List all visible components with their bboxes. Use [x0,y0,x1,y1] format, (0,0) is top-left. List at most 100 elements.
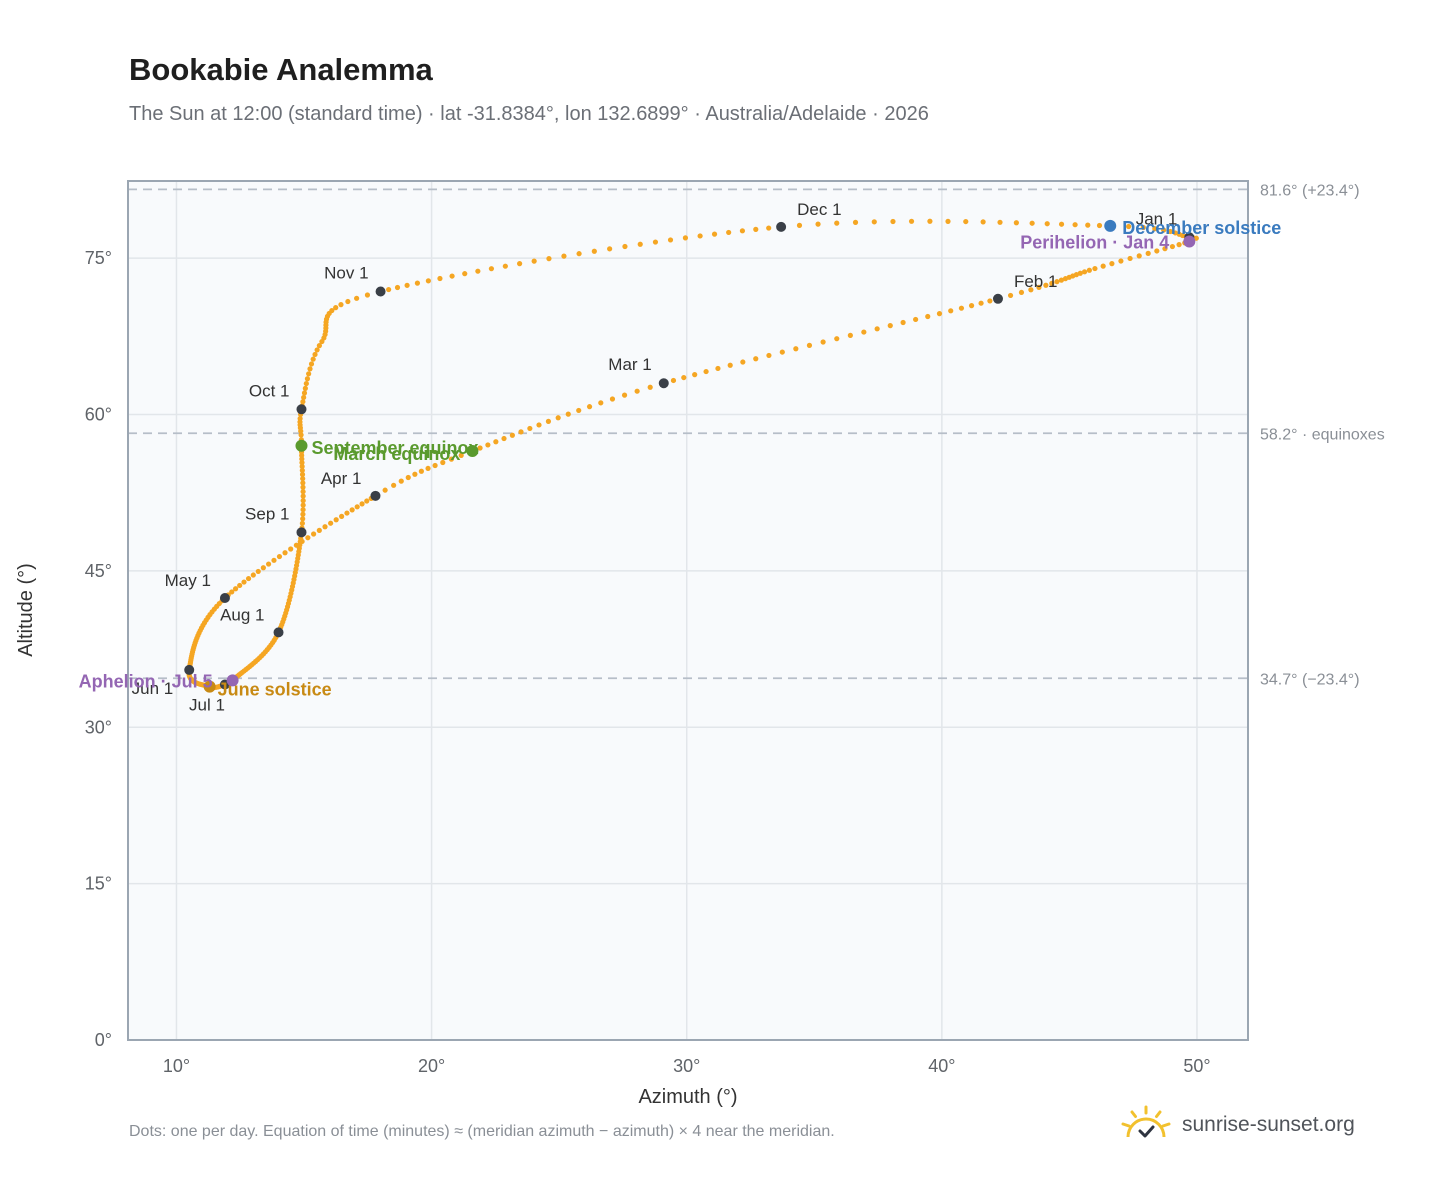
daily-dot [475,268,481,274]
daily-dot [1028,287,1034,293]
daily-dot [667,237,674,243]
daily-dot [359,501,365,507]
month-marker-label: Mar 1 [608,355,651,374]
daily-dot [308,361,315,367]
sun-logo-icon [1120,1103,1172,1148]
daily-dot [345,298,351,305]
daily-dot [311,531,317,537]
y-tick-label: 60° [85,405,112,425]
y-tick-label: 30° [85,717,112,737]
plot-frame [127,180,1249,1041]
event-marker-dot [203,680,216,693]
daily-dot [394,284,401,291]
daily-dot [462,271,468,277]
month-marker-dot [184,664,195,675]
daily-dot [561,253,567,259]
event-marker-label: June solstice [218,680,332,700]
daily-dot [968,303,975,309]
daily-dot [887,323,893,329]
daily-dot [900,319,906,326]
daily-dot [1058,221,1065,227]
month-marker-dot [273,627,284,638]
daily-dot [576,251,582,257]
daily-dot [245,575,252,582]
month-marker-dot [219,592,230,603]
daily-dot [963,218,969,225]
event-marker-dot [226,674,239,687]
daily-dot [1054,279,1060,285]
daily-dot [305,535,311,541]
daily-dot [364,292,371,298]
daily-dot [815,221,821,227]
daily-dot [493,439,499,445]
daily-dot [1161,227,1167,233]
daily-dot [1086,267,1092,273]
month-marker-label: Jan 1 [1136,209,1178,228]
daily-dot [1162,246,1168,252]
daily-dot [852,219,859,225]
daily-dot [229,589,235,595]
month-marker-dot [370,490,381,501]
daily-dot [1100,263,1106,269]
daily-dot [288,546,294,552]
daily-dot [333,517,339,523]
daily-dot [871,219,877,225]
daily-dot [232,586,239,592]
daily-dot [1193,235,1199,241]
month-marker-label: Sep 1 [245,504,289,523]
daily-dot [501,435,507,442]
daily-dot [437,275,443,282]
daily-dot [255,568,261,575]
month-marker-dot [296,527,307,538]
daily-dot [806,342,813,348]
daily-dot [237,582,243,589]
daily-dot [354,504,360,510]
daily-dot [847,332,853,338]
x-tick-label: 20° [418,1056,445,1076]
daily-dot [1176,242,1182,248]
month-marker-dot [776,221,787,232]
daily-dot [412,471,418,477]
brand-name: sunrise-sunset.org [1182,1113,1355,1136]
y-tick-label: 75° [85,248,112,268]
daily-dot [306,371,312,377]
month-marker-label: Jul 1 [189,696,225,715]
daily-dot [586,404,593,410]
daily-dot [338,302,344,308]
daily-dot [527,425,533,432]
daily-dot [1062,276,1069,282]
daily-dot [1044,221,1050,227]
daily-dot [1140,224,1146,231]
chart-title: Bookabie Analemma [129,52,433,87]
daily-dot [418,468,424,474]
x-tick-label: 10° [163,1056,190,1076]
daily-dot [1043,282,1049,288]
daily-dot [703,368,709,375]
daily-dot [1127,255,1133,262]
daily-dot [536,422,542,428]
daily-dot [300,399,306,405]
event-marker-label: Perihelion · Jan 4 [1020,232,1169,252]
daily-dot [1029,220,1035,226]
daily-dot [300,476,306,482]
daily-dot [300,498,306,504]
daily-dot [711,231,718,237]
daily-dot [432,462,438,469]
daily-dot [546,256,552,262]
daily-dot [301,394,307,401]
daily-dot [692,372,698,378]
month-marker-label: Nov 1 [324,264,368,283]
daily-dot [300,516,306,522]
brand-logo[interactable]: sunrise-sunset.org [1120,1100,1355,1150]
daily-dot [634,388,640,394]
daily-dot [488,266,495,272]
daily-dot [1152,226,1158,232]
daily-dot [354,295,360,301]
daily-dot [576,407,582,414]
daily-dot [250,572,256,578]
daily-dot [298,432,304,438]
daily-dot [681,374,687,381]
axis-ticks: 10° 20° 30° 40° 50° 0° 15° 30° 45° 60° 75° [85,248,1211,1076]
daily-dot [545,418,552,424]
